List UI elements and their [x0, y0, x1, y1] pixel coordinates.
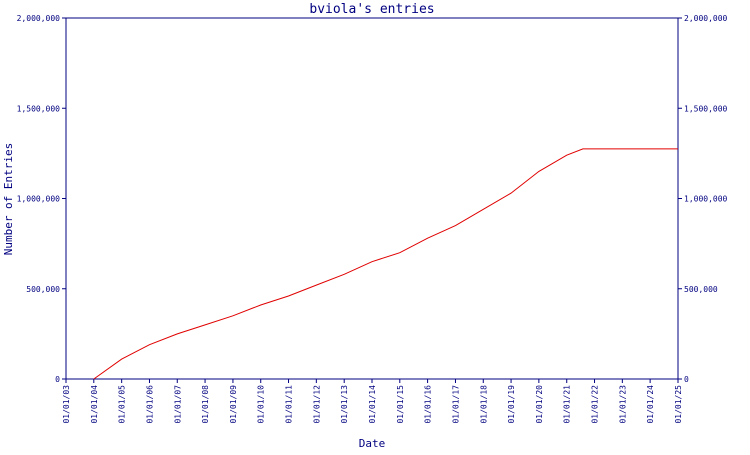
x-tick-label: 01/01/18	[479, 385, 488, 424]
x-tick-label: 01/01/19	[507, 385, 516, 424]
x-tick-label: 01/01/08	[201, 385, 210, 424]
x-tick-label: 01/01/21	[563, 385, 572, 424]
x-tick-label: 01/01/06	[145, 385, 154, 424]
y-axis-left: 0 500,000 1,000,000 1,500,000 2,000,000	[17, 14, 66, 384]
x-tick-label: 01/01/16	[424, 385, 433, 424]
x-axis-label: Date	[359, 437, 386, 450]
x-tick-label: 01/01/13	[340, 385, 349, 424]
y-tick-label-left: 1,500,000	[17, 104, 61, 113]
x-tick-label: 01/01/11	[285, 385, 294, 424]
series-line	[93, 148, 678, 380]
y-tick-label-right: 2,000,000	[684, 14, 728, 23]
y-tick-label-left: 500,000	[26, 285, 60, 294]
x-axis: 01/01/03 01/01/04 01/01/05 01/01/06 01/01/07…	[62, 379, 683, 424]
x-tick-label: 01/01/03	[62, 385, 71, 424]
y-tick-label-left: 2,000,000	[17, 14, 61, 23]
x-tick-label: 01/01/12	[312, 385, 321, 424]
x-tick-label: 01/01/05	[118, 385, 127, 424]
chart-title: bviola's entries	[309, 2, 434, 17]
y-tick-label-right: 1,500,000	[684, 104, 728, 113]
x-tick-label: 01/01/25	[674, 385, 683, 424]
y-axis-label: Number of Entries	[2, 143, 15, 256]
x-tick-label: 01/01/14	[368, 385, 377, 424]
x-tick-label: 01/01/23	[618, 385, 627, 424]
x-tick-label: 01/01/15	[396, 385, 405, 424]
y-tick-label-right: 0	[684, 375, 689, 384]
x-tick-label: 01/01/04	[90, 385, 99, 424]
x-tick-label: 01/01/20	[535, 385, 544, 424]
y-tick-label-right: 500,000	[684, 285, 718, 294]
x-tick-label: 01/01/07	[173, 385, 182, 424]
y-tick-label-right: 1,000,000	[684, 195, 728, 204]
x-tick-label: 01/01/22	[591, 385, 600, 424]
x-tick-label: 01/01/10	[257, 385, 266, 424]
y-axis-right: 0 500,000 1,000,000 1,500,000 2,000,000	[678, 14, 728, 384]
plot-frame	[65, 17, 679, 380]
x-tick-label: 01/01/17	[451, 385, 460, 424]
y-tick-label-left: 1,000,000	[17, 195, 61, 204]
y-tick-label-left: 0	[55, 375, 60, 384]
x-tick-label: 01/01/24	[646, 385, 655, 424]
x-tick-label: 01/01/09	[229, 385, 238, 424]
